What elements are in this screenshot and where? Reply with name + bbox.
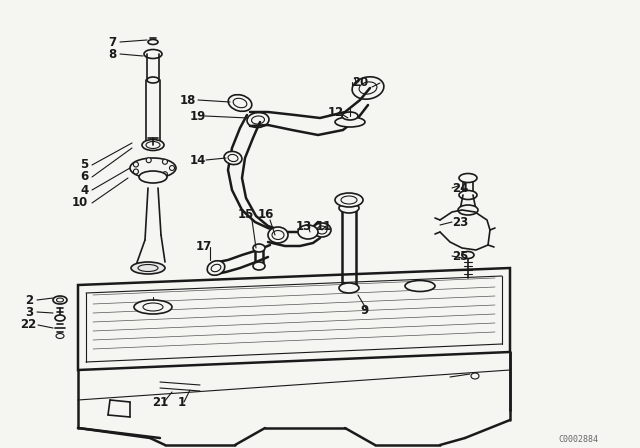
Ellipse shape: [55, 315, 65, 321]
Ellipse shape: [459, 173, 477, 182]
Text: 8: 8: [108, 47, 116, 60]
Ellipse shape: [147, 77, 159, 83]
Text: 24: 24: [452, 181, 468, 194]
Text: 21: 21: [152, 396, 168, 409]
Text: 20: 20: [352, 76, 368, 89]
Ellipse shape: [342, 112, 358, 120]
Ellipse shape: [313, 223, 331, 237]
Ellipse shape: [253, 262, 265, 270]
Ellipse shape: [359, 82, 377, 94]
Text: 5: 5: [80, 159, 88, 172]
Text: C0002884: C0002884: [558, 435, 598, 444]
Ellipse shape: [144, 49, 162, 59]
Ellipse shape: [298, 225, 318, 239]
Circle shape: [146, 158, 151, 163]
Ellipse shape: [139, 171, 167, 183]
Text: 22: 22: [20, 319, 36, 332]
Text: 13: 13: [296, 220, 312, 233]
Ellipse shape: [142, 139, 164, 151]
Circle shape: [133, 162, 138, 167]
Text: 1: 1: [178, 396, 186, 409]
Ellipse shape: [228, 155, 238, 162]
Ellipse shape: [228, 95, 252, 112]
Circle shape: [170, 165, 175, 171]
Text: 9: 9: [360, 303, 368, 316]
Text: 7: 7: [108, 35, 116, 48]
Text: 3: 3: [25, 306, 33, 319]
Ellipse shape: [341, 196, 357, 204]
Text: 10: 10: [72, 197, 88, 210]
Ellipse shape: [53, 296, 67, 304]
Ellipse shape: [247, 112, 269, 128]
Text: 11: 11: [316, 220, 332, 233]
Ellipse shape: [148, 39, 158, 44]
Ellipse shape: [56, 298, 63, 302]
Ellipse shape: [459, 190, 477, 199]
Text: 23: 23: [452, 215, 468, 228]
Text: 17: 17: [196, 241, 212, 254]
Ellipse shape: [339, 283, 359, 293]
Ellipse shape: [56, 333, 64, 339]
Text: 6: 6: [80, 171, 88, 184]
Ellipse shape: [462, 251, 474, 258]
Ellipse shape: [130, 158, 176, 178]
Ellipse shape: [471, 373, 479, 379]
Text: 16: 16: [258, 208, 275, 221]
Ellipse shape: [272, 231, 284, 240]
Text: 14: 14: [190, 154, 206, 167]
Ellipse shape: [458, 205, 478, 215]
Polygon shape: [78, 268, 510, 370]
Ellipse shape: [268, 227, 288, 243]
Ellipse shape: [134, 300, 172, 314]
Ellipse shape: [335, 117, 365, 127]
Circle shape: [146, 173, 151, 178]
Text: 2: 2: [25, 293, 33, 306]
Text: 18: 18: [180, 94, 196, 107]
Ellipse shape: [207, 261, 225, 275]
Text: 19: 19: [190, 109, 206, 122]
Circle shape: [133, 169, 138, 174]
Ellipse shape: [146, 142, 160, 148]
Ellipse shape: [352, 77, 384, 99]
Ellipse shape: [211, 264, 221, 271]
Ellipse shape: [143, 303, 163, 311]
Ellipse shape: [317, 226, 327, 234]
Ellipse shape: [339, 203, 359, 213]
Text: 15: 15: [238, 208, 254, 221]
Ellipse shape: [252, 116, 264, 124]
Ellipse shape: [131, 262, 165, 274]
Ellipse shape: [253, 244, 265, 252]
Circle shape: [163, 159, 168, 164]
Text: 25: 25: [452, 250, 468, 263]
Ellipse shape: [335, 193, 363, 207]
Text: 4: 4: [80, 184, 88, 197]
Ellipse shape: [405, 280, 435, 292]
Text: 12: 12: [328, 107, 344, 120]
Ellipse shape: [233, 98, 247, 108]
Ellipse shape: [138, 264, 158, 271]
Circle shape: [163, 172, 168, 177]
Ellipse shape: [224, 151, 242, 164]
